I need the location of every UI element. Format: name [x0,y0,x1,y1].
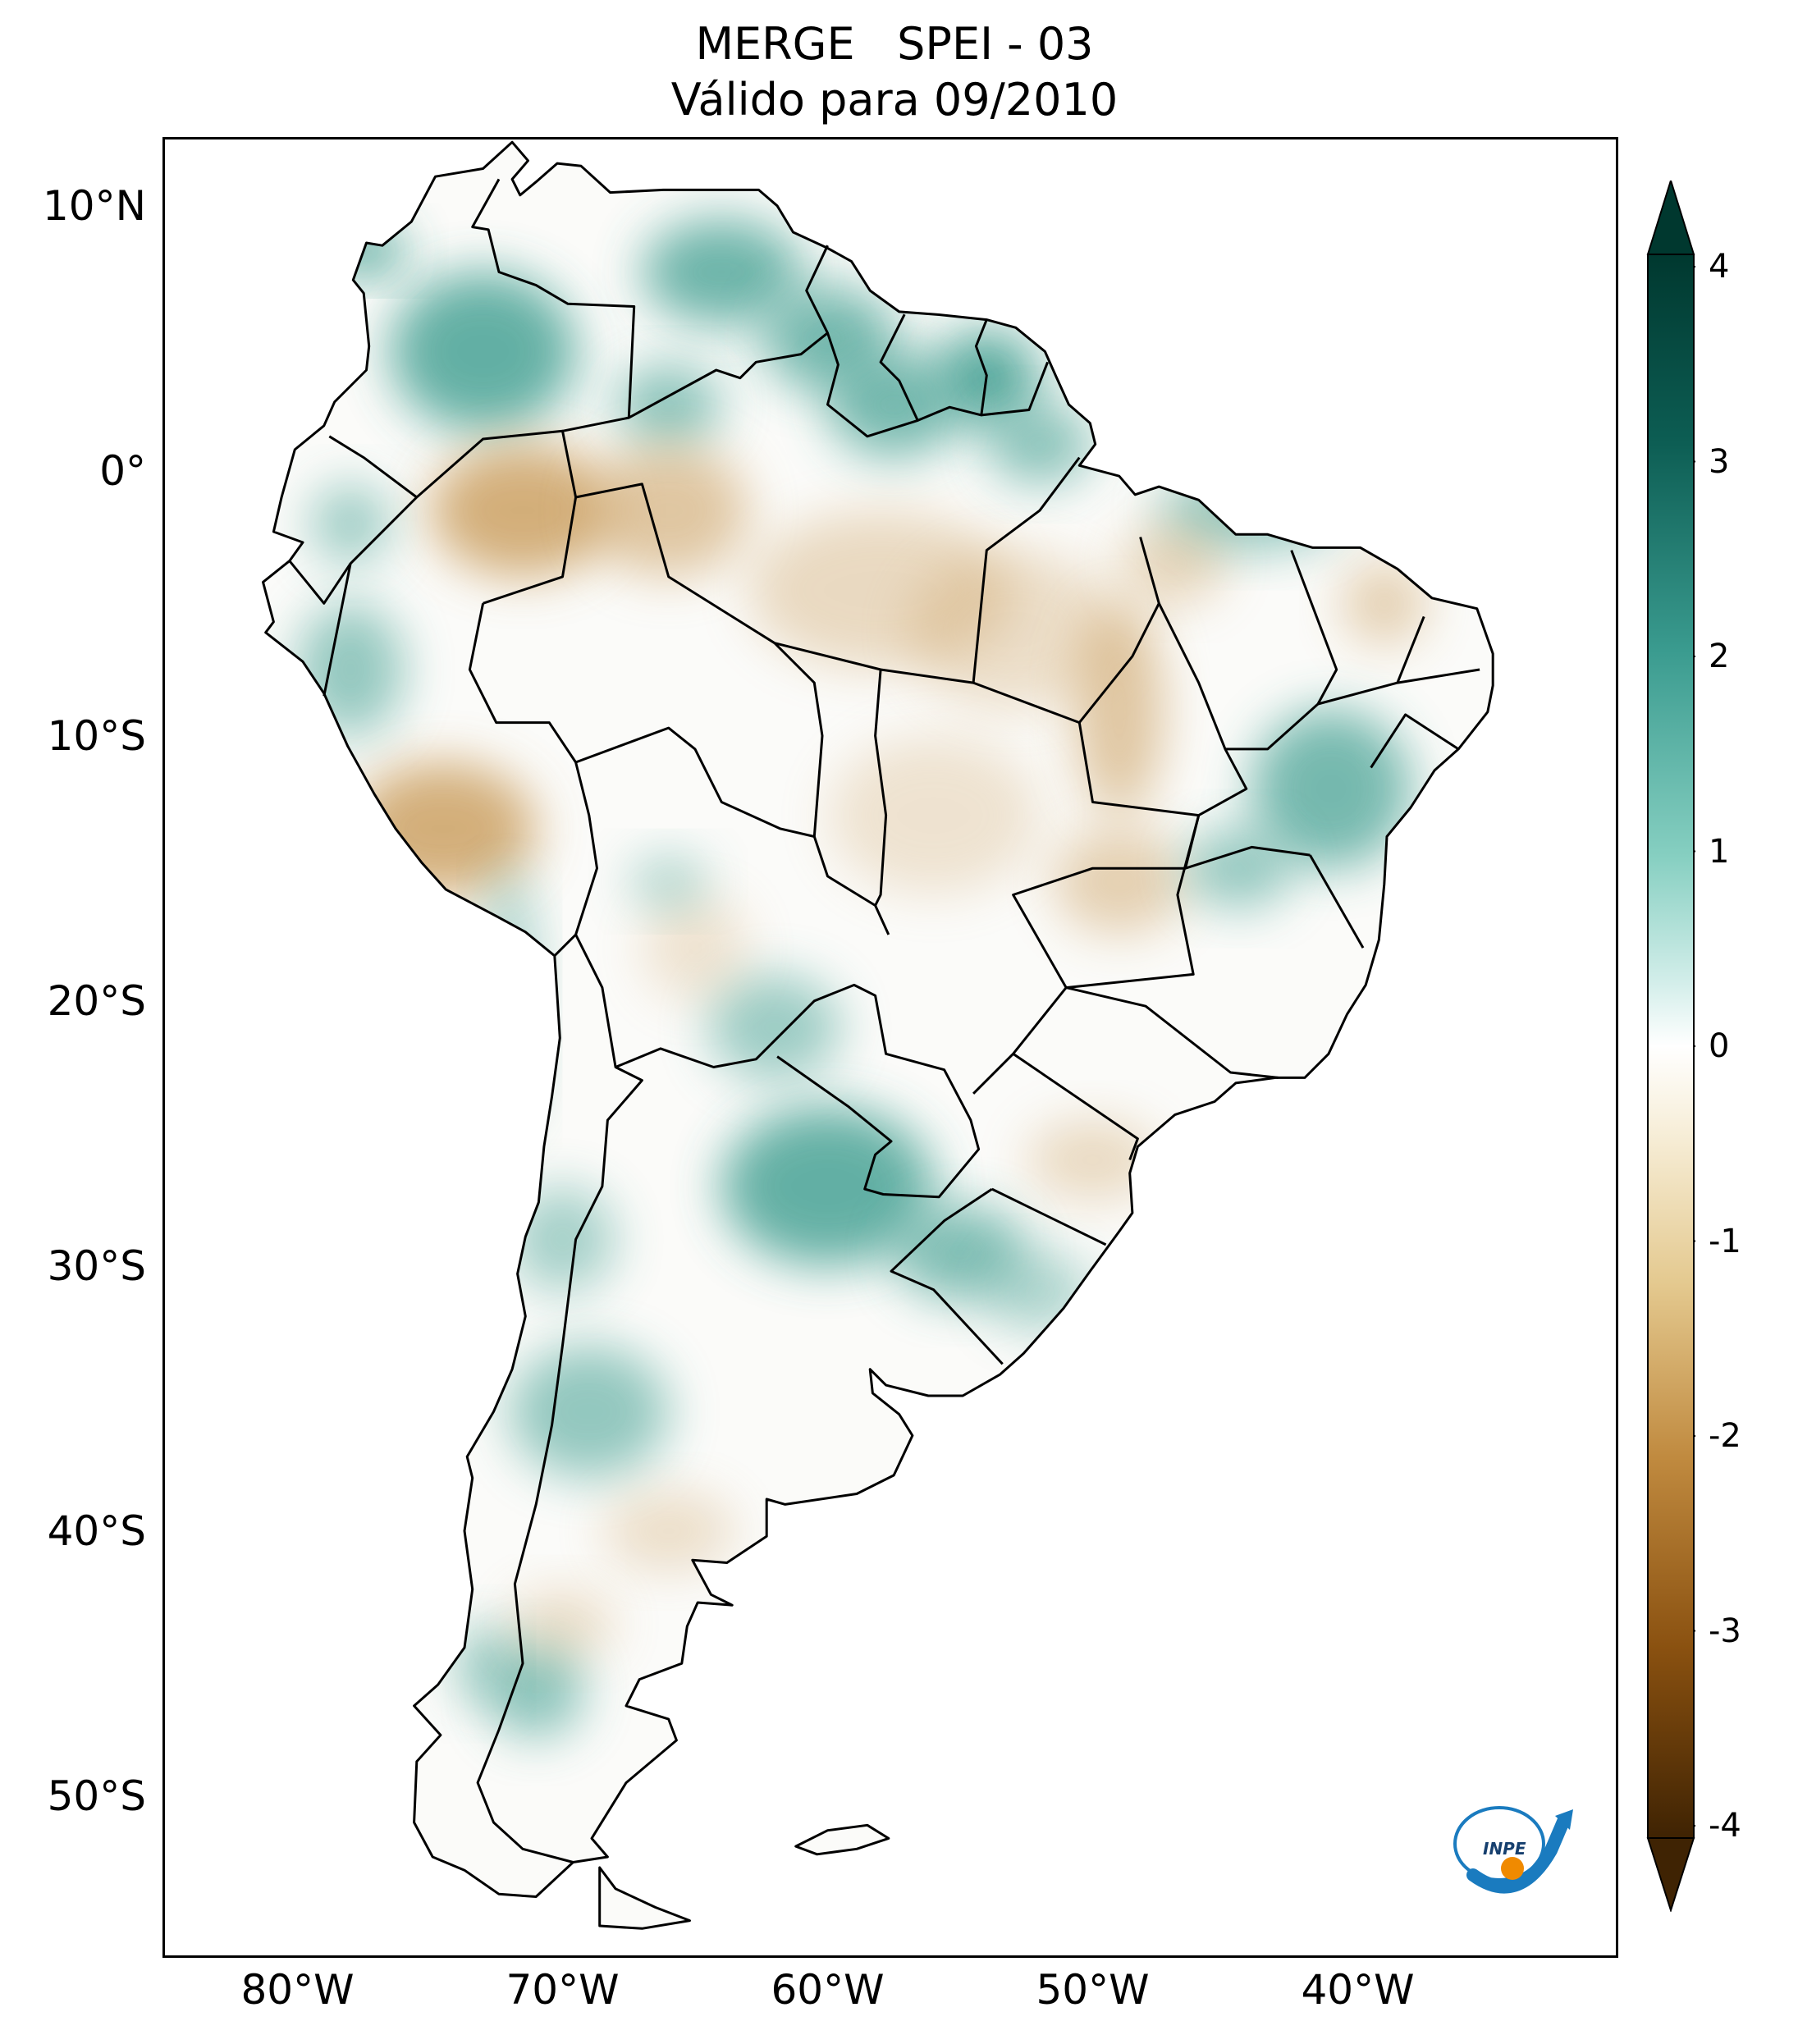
wet-anomaly [986,405,1093,484]
wet-anomaly [1251,709,1411,869]
border-line [972,456,1081,684]
border-line [1065,986,1279,1079]
colorbar [1646,181,1695,1912]
border-line [826,313,919,438]
lon-tick-label: 40°W [1301,1966,1415,2014]
lon-tick-label: 60°W [771,1966,885,2014]
dry-anomaly [1119,524,1225,604]
map-panel [162,137,1618,1958]
wet-anomaly [297,603,404,736]
map-title: MERGE SPEI - 03 [695,18,1094,70]
lon-tick-label: 80°W [240,1966,355,2014]
border-line [323,429,578,697]
lat-tick-label: 20°S [47,976,146,1025]
colorbar-extend-max [1646,181,1695,255]
dry-anomaly [907,550,1119,710]
wet-anomaly [509,1345,669,1479]
lat-tick-label: 0° [99,446,146,495]
dry-anomaly [509,1589,616,1658]
wet-anomaly [615,364,722,445]
border-line [981,361,1049,417]
border-line [972,845,1311,1095]
border-line [1370,713,1460,769]
logo-orbit-ring [1453,1806,1545,1882]
border-line [328,435,418,499]
colorbar-tick-label: 4 [1709,248,1730,286]
logo-swoosh [1466,1815,1570,1894]
coastline [262,140,1494,1898]
lat-tick-label: 10°N [42,181,146,230]
border-line [1012,1053,1139,1161]
colorbar-tick-label: 0 [1709,1027,1730,1065]
dry-anomaly [1026,1120,1160,1200]
wet-anomaly [629,855,709,908]
colorbar-extend-min [1646,1837,1695,1912]
border-line [476,934,643,1863]
border-line [1078,537,1160,724]
border-line [890,1187,1004,1365]
spei-field [263,142,1494,1929]
dry-anomaly [1397,1062,1477,1100]
border-line [991,1187,1107,1246]
wet-anomaly [488,1642,584,1738]
colorbar-gradient [1647,254,1695,1839]
wet-anomaly [721,1106,934,1266]
dry-anomaly [430,444,616,577]
border-line [575,726,890,935]
dry-anomaly [1342,560,1427,646]
wet-anomaly [390,272,576,432]
dry-anomaly [1053,828,1186,935]
logo-text: INPE [1483,1839,1526,1859]
dry-anomaly [827,735,1040,895]
inpe-logo: INPE [1453,1806,1573,1894]
wet-anomaly [827,351,960,458]
border-line [917,319,988,422]
dry-anomaly [642,894,748,1001]
colorbar-tick-label: 3 [1709,442,1730,481]
dry-anomaly [588,444,748,577]
wet-anomaly [708,974,841,1081]
wet-anomaly [1185,828,1292,908]
dry-anomaly [1073,603,1164,816]
border-line [468,603,598,957]
map-canvas [262,140,1494,1930]
border-line [575,482,1201,869]
lon-tick-label: 50°W [1036,1966,1150,2014]
wet-anomaly [456,1623,510,1703]
lat-tick-label: 10°S [47,711,146,760]
country-borders [262,140,1494,1930]
lat-tick-label: 40°S [47,1507,146,1555]
wet-anomaly [483,868,537,1134]
border-line [773,642,824,837]
dry-anomaly [602,1491,735,1571]
colorbar-tick-label: -4 [1709,1807,1741,1845]
border-line [288,560,352,605]
border-line [628,245,829,419]
border-line [615,983,981,1199]
coastline [598,1866,691,1930]
map-subtitle: Válido para 09/2010 [670,74,1119,126]
colorbar-tick-label: 2 [1709,638,1730,675]
lon-tick-label: 70°W [506,1966,620,2014]
colorbar-tick-label: -2 [1709,1417,1741,1455]
logo-orange-dot [1501,1857,1524,1880]
border-line [1066,815,1201,990]
lat-tick-label: 30°S [47,1241,146,1290]
colorbar-tick-label: -1 [1709,1222,1741,1260]
border-line [1309,854,1365,949]
wet-anomaly [310,483,391,564]
wet-anomaly [642,218,802,326]
colorbar-tick-label: -3 [1709,1612,1741,1650]
border-line [874,669,888,907]
wet-anomaly [986,1252,1093,1333]
coastline [794,1823,890,1856]
logo-arrow-head [1555,1809,1573,1830]
colorbar-tick-label: 1 [1709,832,1730,871]
border-line [1396,615,1425,684]
lat-tick-label: 50°S [47,1772,146,1820]
border-line [471,178,636,432]
